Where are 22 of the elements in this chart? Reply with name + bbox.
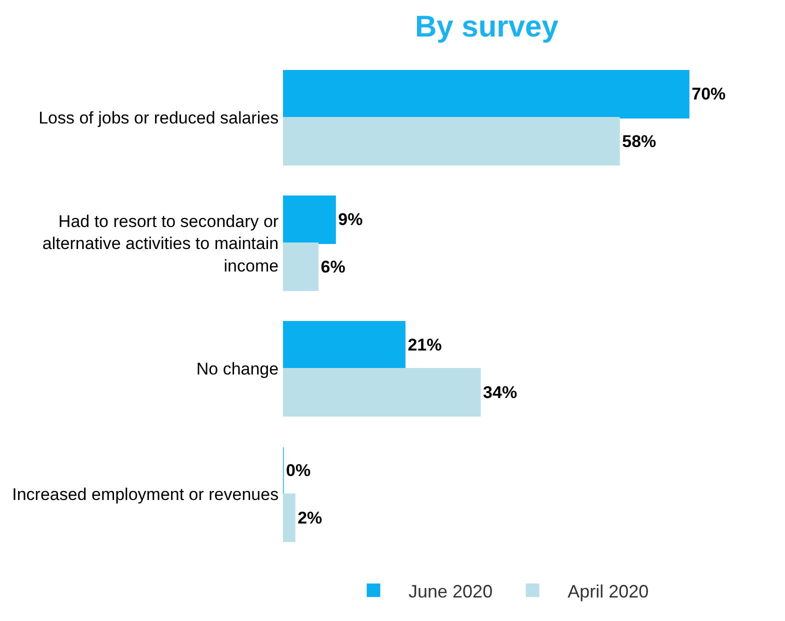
data-label: 70% [692, 84, 726, 104]
data-label: 58% [622, 132, 656, 151]
bar [283, 70, 690, 118]
data-label: 0% [286, 461, 311, 480]
bar [283, 494, 296, 542]
bar [283, 117, 620, 166]
legend-label: June 2020 [408, 581, 493, 602]
data-label: 2% [298, 508, 322, 528]
bar [283, 242, 319, 292]
chart-title: By survey [414, 10, 559, 44]
data-label: 9% [338, 210, 363, 230]
y-tick-label: Loss of jobs or reduced salaries [38, 108, 279, 128]
bar [283, 320, 406, 370]
data-label: 21% [408, 336, 442, 355]
y-tick-label: Increased employment or revenues [12, 485, 279, 504]
legend-label: April 2020 [568, 581, 649, 602]
bar [283, 368, 481, 417]
y-tick-label: No change [196, 360, 279, 379]
bar [283, 195, 336, 244]
data-label: 6% [320, 257, 346, 276]
y-tick-label: Had to resort to secondary or alternative activities to maintain income [42, 212, 279, 276]
data-label: 34% [483, 382, 518, 402]
